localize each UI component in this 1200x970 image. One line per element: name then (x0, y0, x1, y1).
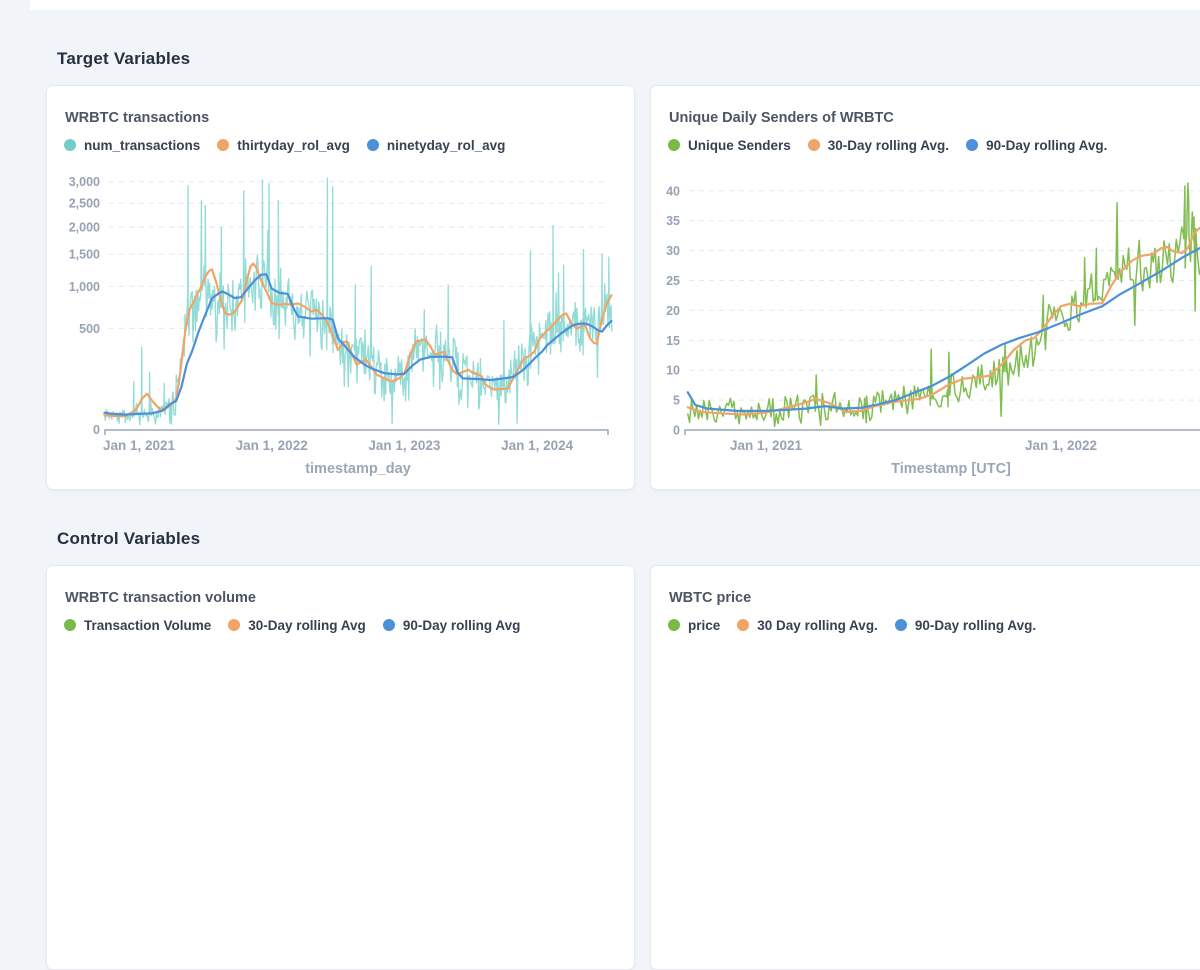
series-30-day-rolling-avg- (686, 226, 1200, 416)
legend-label: 30-Day rolling Avg. (827, 137, 950, 153)
y-tick-label: 1,000 (69, 280, 100, 294)
legend-label: 90-Day rolling Avg (402, 617, 521, 633)
legend-dot-green (668, 139, 680, 151)
y-tick-label: 0 (93, 423, 100, 437)
y-tick-label: 30 (666, 244, 680, 258)
legend-label: 30 Day rolling Avg. (757, 617, 878, 633)
x-axis: Jan 1, 2021 Jan 1, 2022 Timestamp [UTC] (684, 429, 1200, 477)
legend-label: 90-Day rolling Avg. (914, 617, 1037, 633)
legend-label: num_transactions (84, 137, 201, 153)
y-tick-label: 10 (666, 364, 680, 378)
legend-dot-green (64, 619, 76, 631)
x-tick-label: Jan 1, 2022 (236, 438, 308, 453)
x-tick-label: Jan 1, 2021 (730, 438, 803, 453)
series (686, 182, 1200, 428)
chart-card-wbtc-price: WBTC price price 30 Day rolling Avg. 90-… (650, 565, 1200, 970)
chart-title: WBTC price (669, 590, 752, 606)
legend-label: 30-Day rolling Avg (248, 617, 366, 633)
series-thirtyday-rol-avg (103, 262, 613, 418)
legend-dot-orange (217, 139, 230, 151)
series (103, 177, 613, 426)
legend-label: Transaction Volume (84, 617, 212, 633)
chart-card-unique-daily-senders: 0 5 10 15 20 25 30 35 40 Jan 1, 2021 Jan 1, 2022 Ti… (650, 85, 1200, 490)
legend-item-transaction-volume[interactable]: Transaction Volume (64, 618, 211, 633)
chart-title: Unique Daily Senders of WRBTC (669, 110, 894, 126)
top-white-strip (30, 0, 1200, 10)
series-unique-senders (687, 182, 1200, 428)
y-tick-label: 1,500 (69, 248, 100, 262)
legend-item-30-day-rolling-avg[interactable]: 30 Day rolling Avg. (737, 618, 878, 633)
section-heading-target-variables: Target Variables (57, 49, 191, 68)
legend-item-thirtyday-rol-avg[interactable]: thirtyday_rol_avg (217, 138, 350, 153)
series-90-day-rolling-avg- (686, 246, 1200, 412)
legend-dot-blue (382, 619, 395, 631)
y-tick-label: 3,000 (69, 175, 100, 189)
series-num-transactions (103, 177, 613, 426)
legend-item-30-day-rolling-avg[interactable]: 30-Day rolling Avg. (807, 137, 950, 153)
x-axis: Jan 1, 2021 Jan 1, 2022 Jan 1, 2023 Jan 1, … (103, 429, 609, 477)
x-tick-label: Jan 1, 2023 (368, 438, 441, 453)
x-axis-title: timestamp_day (305, 461, 411, 477)
legend-item-num-transactions[interactable]: num_transactions (64, 138, 200, 153)
legend: price 30 Day rolling Avg. 90-Day rolling… (668, 616, 1036, 634)
legend-dot-orange (228, 619, 241, 631)
legend-dot-orange (807, 139, 820, 151)
legend-item-90-day-rolling-avg[interactable]: 90-Day rolling Avg. (894, 617, 1037, 633)
legend-label: 90-Day rolling Avg. (986, 137, 1108, 153)
dashboard-page: { "page": { "background_color": "#f1f5f9… (30, 0, 1200, 970)
y-tick-label: 15 (666, 334, 680, 348)
chart-card-wrbtc-transaction-volume: WRBTC transaction volume Transaction Vol… (46, 565, 635, 970)
legend-dot-blue (966, 139, 979, 151)
legend: num_transactions thirtyday_rol_avg ninet… (64, 136, 505, 154)
legend-item-90-day-rolling-avg[interactable]: 90-Day rolling Avg. (966, 138, 1107, 153)
legend: Transaction Volume 30-Day rolling Avg 90… (64, 616, 520, 634)
legend: Unique Senders 30-Day rolling Avg. 90-Da… (668, 136, 1107, 154)
legend-dot-blue (894, 619, 907, 631)
y-tick-label: 35 (666, 214, 680, 228)
series-ninetyday-rol-avg (103, 273, 613, 416)
legend-item-30-day-rolling-avg[interactable]: 30-Day rolling Avg (228, 618, 366, 633)
legend-item-price[interactable]: price (668, 618, 720, 633)
chart-title: WRBTC transactions (65, 110, 210, 126)
chart-title: WRBTC transaction volume (65, 590, 256, 606)
legend-dot-blue (366, 139, 379, 151)
legend-label: ninetyday_rol_avg (386, 137, 506, 153)
legend-item-ninetyday-rol-avg[interactable]: ninetyday_rol_avg (366, 137, 506, 153)
y-tick-label: 2,500 (69, 197, 100, 211)
y-tick-label: 2,000 (69, 221, 100, 235)
legend-label: price (688, 617, 721, 633)
wrbtc-transactions-chart-canvas[interactable]: 0 500 1,000 1,500 2,000 2,500 3,000 Jan 1, 2021… (47, 86, 636, 491)
chart-card-wrbtc-transactions: 0 500 1,000 1,500 2,000 2,500 3,000 Jan 1, 2021… (46, 85, 635, 490)
x-tick-label: Jan 1, 2021 (103, 438, 176, 453)
y-tick-label: 25 (666, 274, 680, 288)
y-tick-label: 5 (673, 394, 680, 408)
unique-senders-chart-canvas[interactable]: 0 5 10 15 20 25 30 35 40 Jan 1, 2021 Jan 1, 2022 Ti… (651, 86, 1200, 491)
y-tick-label: 20 (666, 304, 680, 318)
legend-label: Unique Senders (688, 137, 791, 153)
legend-dot-teal (64, 139, 76, 151)
section-heading-control-variables: Control Variables (57, 529, 201, 548)
x-tick-label: Jan 1, 2022 (1025, 438, 1097, 453)
legend-label: thirtyday_rol_avg (237, 137, 350, 153)
legend-item-unique-senders[interactable]: Unique Senders (668, 138, 791, 153)
y-tick-label: 40 (666, 184, 680, 198)
x-axis-title: Timestamp [UTC] (891, 461, 1011, 477)
y-tick-label: 500 (79, 322, 100, 336)
legend-dot-green (668, 619, 680, 631)
legend-dot-orange (737, 619, 750, 631)
x-tick-label: Jan 1, 2024 (501, 438, 574, 453)
y-tick-label: 0 (673, 424, 680, 438)
legend-item-90-day-rolling-avg[interactable]: 90-Day rolling Avg (382, 617, 521, 633)
y-grid: 0 5 10 15 20 25 30 35 40 (666, 184, 1200, 438)
